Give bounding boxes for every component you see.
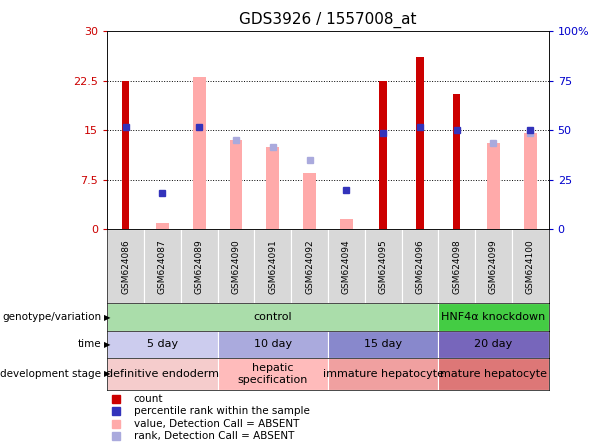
Bar [218, 229, 254, 303]
Text: ▶: ▶ [104, 369, 111, 378]
Text: GSM624096: GSM624096 [416, 239, 424, 293]
Bar [156, 222, 169, 229]
Text: GSM624092: GSM624092 [305, 239, 314, 293]
Bar [303, 173, 316, 229]
Text: count: count [134, 394, 163, 404]
Text: 20 day: 20 day [474, 339, 512, 349]
Bar [181, 229, 218, 303]
Text: definitive endoderm: definitive endoderm [106, 369, 219, 379]
Text: GSM624090: GSM624090 [232, 239, 240, 293]
Bar [291, 229, 328, 303]
Bar [218, 331, 328, 358]
Text: 10 day: 10 day [254, 339, 292, 349]
Bar [107, 303, 438, 331]
Bar [402, 229, 438, 303]
Bar [524, 133, 537, 229]
Text: HNF4α knockdown: HNF4α knockdown [441, 312, 546, 322]
Bar [328, 229, 365, 303]
Bar [107, 358, 218, 390]
Bar [107, 229, 144, 303]
Bar [122, 81, 129, 229]
Text: GSM624098: GSM624098 [452, 239, 461, 293]
Text: genotype/variation: genotype/variation [2, 312, 101, 322]
Bar [328, 358, 438, 390]
Text: 5 day: 5 day [147, 339, 178, 349]
Bar [453, 94, 460, 229]
Text: mature hepatocyte: mature hepatocyte [440, 369, 547, 379]
Bar [107, 331, 218, 358]
Bar [192, 77, 206, 229]
Bar [438, 303, 549, 331]
Bar [379, 81, 387, 229]
Bar [416, 57, 424, 229]
Text: hepatic
specification: hepatic specification [238, 363, 308, 385]
Bar [340, 219, 353, 229]
Text: GSM624094: GSM624094 [342, 239, 351, 293]
Text: GSM624099: GSM624099 [489, 239, 498, 293]
Title: GDS3926 / 1557008_at: GDS3926 / 1557008_at [239, 12, 417, 28]
Bar [229, 140, 243, 229]
Text: GSM624091: GSM624091 [268, 239, 277, 293]
Text: ▶: ▶ [104, 340, 111, 349]
Text: 15 day: 15 day [364, 339, 402, 349]
Bar [438, 331, 549, 358]
Bar [438, 358, 549, 390]
Text: development stage: development stage [0, 369, 101, 379]
Bar [475, 229, 512, 303]
Text: GSM624089: GSM624089 [195, 239, 204, 293]
Text: immature hepatocyte: immature hepatocyte [322, 369, 444, 379]
Text: control: control [253, 312, 292, 322]
Bar [487, 143, 500, 229]
Bar [144, 229, 181, 303]
Text: GSM624100: GSM624100 [526, 239, 535, 293]
Text: percentile rank within the sample: percentile rank within the sample [134, 406, 310, 416]
Text: GSM624087: GSM624087 [158, 239, 167, 293]
Text: GSM624086: GSM624086 [121, 239, 130, 293]
Bar [512, 229, 549, 303]
Bar [365, 229, 402, 303]
Text: GSM624095: GSM624095 [379, 239, 387, 293]
Text: ▶: ▶ [104, 313, 111, 321]
Bar [438, 229, 475, 303]
Text: rank, Detection Call = ABSENT: rank, Detection Call = ABSENT [134, 431, 294, 441]
Bar [218, 358, 328, 390]
Bar [328, 331, 438, 358]
Text: time: time [77, 339, 101, 349]
Bar [254, 229, 291, 303]
Text: value, Detection Call = ABSENT: value, Detection Call = ABSENT [134, 419, 299, 429]
Bar [266, 147, 280, 229]
